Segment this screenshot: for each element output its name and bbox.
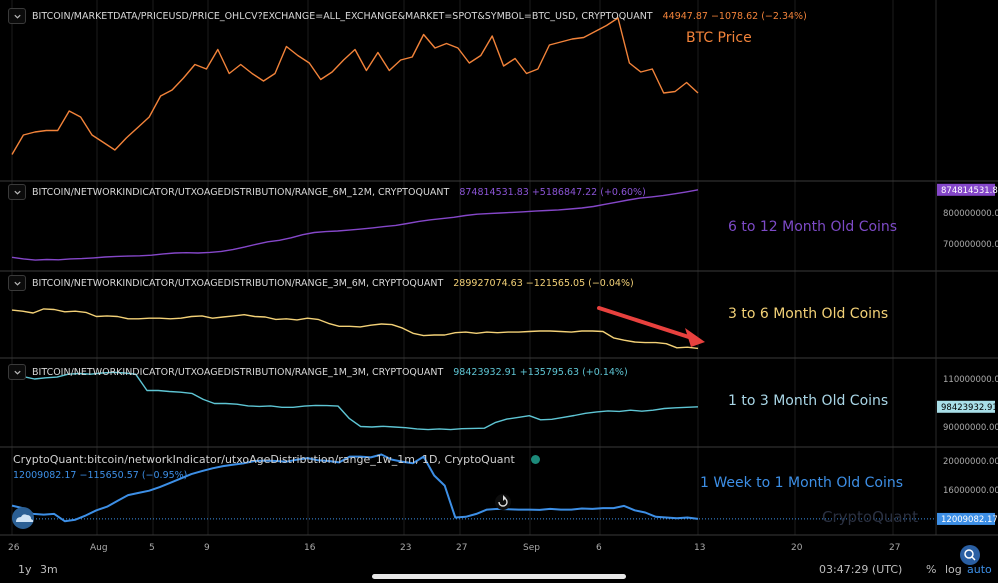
cryptoquant-watermark: CryptoQuant xyxy=(822,508,918,526)
home-indicator xyxy=(372,574,626,579)
panel-value: 98423932.91 +135795.63 (+0.14%) xyxy=(453,366,628,378)
axis-tick-label: 20000000.00 xyxy=(943,457,998,467)
time-axis-label: 5 xyxy=(149,543,155,553)
last-value-tag: 98423932.91 xyxy=(941,403,998,413)
search-icon-handle xyxy=(971,556,976,561)
series-line-btc xyxy=(11,17,699,155)
panel-title: BITCOIN/MARKETDATA/PRICEUSD/PRICE_OHLCV?… xyxy=(32,10,653,22)
axis-tick-label: 90000000.00 xyxy=(943,423,998,433)
chevron-down-icon[interactable] xyxy=(8,184,26,200)
time-axis-label: 27 xyxy=(889,543,900,553)
panel-value: 44947.87 −1078.62 (−2.34%) xyxy=(662,10,807,22)
panel-header-6m-12m: BITCOIN/NETWORKINDICATOR/UTXOAGEDISTRIBU… xyxy=(8,184,646,200)
trend-arrow-head xyxy=(685,328,705,347)
range-3m-button[interactable]: 3m xyxy=(40,563,58,576)
annotation-3-6-month: 3 to 6 Month Old Coins xyxy=(728,306,889,322)
time-axis-label: 16 xyxy=(304,543,316,553)
series-line-m6_12 xyxy=(11,189,699,261)
auto-toggle[interactable]: auto xyxy=(967,563,992,576)
bottom-toolbar: 1y 3m 03:47:29 (UTC) % log auto xyxy=(0,558,998,583)
panel-header-1w-1m: CryptoQuant:bitcoin/networkIndicator/utx… xyxy=(13,453,540,466)
time-axis-label: 23 xyxy=(400,543,411,553)
time-axis-label: 9 xyxy=(204,543,210,553)
panel-title: BITCOIN/NETWORKINDICATOR/UTXOAGEDISTRIBU… xyxy=(32,277,444,289)
chevron-down-icon[interactable] xyxy=(8,275,26,291)
axis-tick-label: 700000000.00 xyxy=(943,240,998,250)
chevron-down-icon[interactable] xyxy=(8,364,26,380)
time-axis-label: 27 xyxy=(456,543,467,553)
panel-title: BITCOIN/NETWORKINDICATOR/UTXOAGEDISTRIBU… xyxy=(32,366,444,378)
panel-value: 874814531.83 +5186847.22 (+0.60%) xyxy=(459,186,646,198)
time-axis-label: 20 xyxy=(791,543,803,553)
time-axis-label: 26 xyxy=(8,543,20,553)
time-axis-label: 6 xyxy=(596,543,602,553)
panel-title: BITCOIN/NETWORKINDICATOR/UTXOAGEDISTRIBU… xyxy=(32,186,450,198)
annotation-1-3-month: 1 to 3 Month Old Coins xyxy=(728,393,889,409)
refresh-icon xyxy=(495,494,511,510)
panel-header-1m-3m: BITCOIN/NETWORKINDICATOR/UTXOAGEDISTRIBU… xyxy=(8,364,628,380)
axis-tick-label: 16000000.00 xyxy=(943,486,998,496)
refresh-icon-head xyxy=(503,495,506,501)
last-value-tag: 874814531.83 xyxy=(941,186,998,196)
time-axis-label: Aug xyxy=(90,543,108,553)
annotation-6-12-month: 6 to 12 Month Old Coins xyxy=(728,219,898,235)
panel-value-row-1w-1m: 12009082.17 −115650.57 (−0.95%) xyxy=(13,470,187,481)
log-toggle[interactable]: log xyxy=(945,563,962,576)
axis-tick-label: 800000000.00 xyxy=(943,209,998,219)
panel-value: 289927074.63 −121565.05 (−0.04%) xyxy=(453,277,634,289)
panel-header-btc: BITCOIN/MARKETDATA/PRICEUSD/PRICE_OHLCV?… xyxy=(8,8,807,24)
last-value-tag-bg xyxy=(937,183,995,196)
last-value-tag-bg xyxy=(937,512,995,525)
panel-title: CryptoQuant:bitcoin/networkIndicator/utx… xyxy=(13,453,515,466)
panel-header-3m-6m: BITCOIN/NETWORKINDICATOR/UTXOAGEDISTRIBU… xyxy=(8,275,634,291)
chevron-down-icon[interactable] xyxy=(8,8,26,24)
annotation-btc-price: BTC Price xyxy=(686,30,752,46)
axis-tick-label: 110000000.00 xyxy=(943,375,998,385)
panel-value: 12009082.17 −115650.57 (−0.95%) xyxy=(13,470,188,481)
series-line-m1_3 xyxy=(11,371,699,431)
annotation-1w-1m: 1 Week to 1 Month Old Coins xyxy=(700,475,903,491)
trend-arrow-shaft xyxy=(597,306,697,341)
time-readout: 03:47:29 (UTC) xyxy=(819,563,903,576)
series-line-w1_1m xyxy=(11,453,699,523)
last-value-tag-bg xyxy=(937,400,995,413)
time-axis-label: 13 xyxy=(694,543,705,553)
time-axis-label: Sep xyxy=(523,543,540,553)
percent-toggle[interactable]: % xyxy=(926,563,937,576)
search-icon-lens xyxy=(964,549,974,559)
status-dot-icon xyxy=(530,455,540,464)
series-line-m3_6 xyxy=(11,308,699,350)
cloud-icon-glyph xyxy=(16,514,34,522)
last-value-tag: 12009082.17 xyxy=(941,515,998,525)
range-1y-button[interactable]: 1y xyxy=(18,563,32,576)
